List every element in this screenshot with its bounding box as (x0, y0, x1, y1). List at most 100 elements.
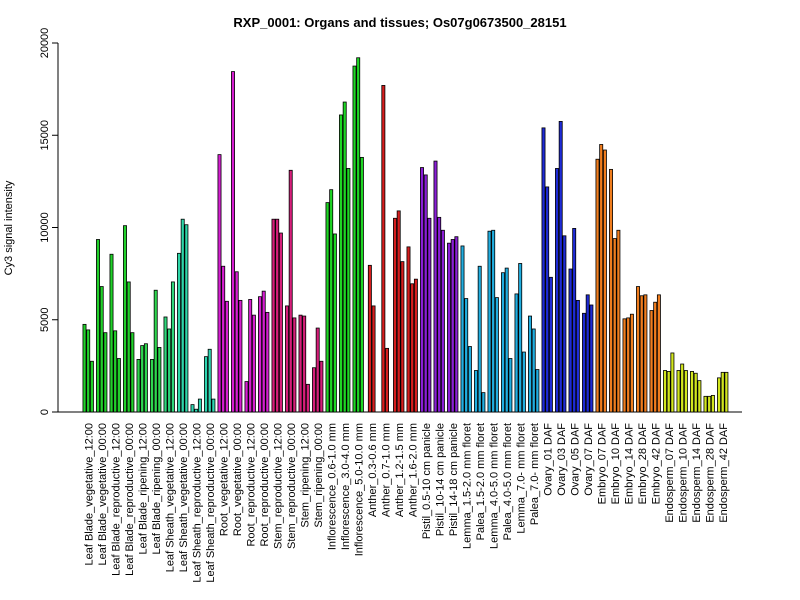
bar (140, 345, 145, 413)
bar (464, 298, 469, 413)
bar (656, 294, 661, 413)
bar (82, 323, 87, 413)
bar (400, 261, 405, 413)
bar (680, 363, 685, 413)
bar (670, 352, 675, 413)
category-label: Anther_1.6-2.0 mm (408, 423, 420, 517)
bar (609, 168, 613, 413)
bar (302, 315, 307, 413)
bar (724, 371, 729, 413)
category-label: Embryo_07 DAF (597, 423, 609, 505)
chart-title: RXP_0001: Organs and tissues; Os07g06735… (233, 15, 566, 30)
category-label: Pistil_0.5-10 cm panicle (421, 423, 433, 539)
bar (278, 232, 283, 413)
category-label: Endosperm_10 DAF (678, 423, 690, 523)
bar (184, 224, 189, 413)
bar (710, 394, 715, 413)
bar (190, 404, 195, 413)
category-label: Stem_ripening_12:00 (300, 423, 312, 528)
category-label: Anther_0.7-1.0 mm (381, 423, 393, 517)
bar (393, 217, 397, 413)
category-label: Ovary_03 DAF (556, 423, 568, 496)
bar (130, 332, 135, 413)
bar (167, 328, 172, 413)
bar (697, 380, 702, 413)
bar (720, 371, 725, 413)
bar (163, 316, 168, 413)
bar (251, 314, 256, 413)
y-tick-label: 5000 (39, 308, 51, 332)
bar (99, 286, 104, 413)
bar (548, 276, 553, 413)
bar (312, 367, 316, 413)
bar (359, 156, 364, 413)
bar (703, 395, 708, 413)
bar (325, 202, 330, 413)
category-label: Leaf Blade_reproductive_00:00 (124, 423, 136, 576)
bar (481, 392, 486, 413)
y-tick-label: 0 (39, 409, 51, 415)
bar (385, 347, 389, 413)
category-label: Ovary_01 DAF (543, 423, 555, 496)
bar (367, 264, 372, 413)
bar (86, 329, 91, 413)
category-label: Lemma_1.5-2.0 mm floret (462, 423, 474, 549)
bar (636, 286, 640, 413)
bar (197, 398, 202, 413)
bar (602, 149, 607, 413)
category-label: Leaf Sheath_vegetative_12:00 (165, 423, 177, 572)
bar (450, 239, 455, 413)
bar (342, 101, 347, 413)
bar (177, 252, 181, 413)
category-label: Lemma_7.0- mm floret (516, 423, 528, 534)
bar (433, 160, 438, 413)
category-label: Palea_7.0- mm floret (529, 423, 541, 525)
bars (82, 57, 729, 413)
category-label: Anther_1.2-1.5 mm (394, 423, 406, 517)
bar (616, 229, 621, 413)
bar (204, 356, 208, 413)
bar (585, 294, 590, 413)
bar (494, 297, 499, 413)
bar (649, 310, 654, 413)
category-label: Leaf Blade_reproductive_12:00 (111, 423, 123, 576)
bar (217, 154, 222, 413)
bar (261, 290, 266, 413)
bar (626, 317, 631, 413)
bar (136, 359, 141, 413)
category-label: Endosperm_07 DAF (664, 423, 676, 523)
bar (170, 281, 175, 413)
bar (153, 289, 158, 413)
category-label: Inflorescence_3.0-4.0 mm (340, 423, 352, 550)
bar (271, 218, 276, 413)
bar (238, 299, 243, 413)
category-label: Anther_0.3-0.6 mm (367, 423, 379, 517)
bar (454, 236, 459, 413)
bar (491, 229, 496, 413)
category-label: Ovary_05 DAF (570, 423, 582, 496)
bar (437, 216, 442, 413)
bar (440, 229, 445, 413)
bar (406, 246, 411, 413)
bar (460, 245, 465, 413)
bar (244, 381, 249, 413)
category-label: Root_reproductive_12:00 (246, 423, 258, 547)
bar (629, 313, 634, 413)
bar (258, 296, 262, 413)
category-label: Inflorescence_0.6-1.0 mm (327, 423, 339, 550)
category-label: Leaf Sheath_reproductive_00:00 (205, 423, 217, 583)
bar (575, 299, 580, 413)
bar (305, 383, 310, 413)
bar (413, 278, 418, 413)
bar (396, 210, 401, 413)
bar (595, 158, 600, 413)
bar (487, 230, 492, 413)
category-label: Pistil_14-18 cm panicle (448, 423, 460, 536)
category-label: Root_reproductive_00:00 (259, 423, 271, 547)
bar (371, 305, 376, 413)
bar (663, 370, 667, 413)
category-label: Leaf Blade_ripening_00:00 (151, 423, 163, 555)
category-label: Ovary_07 DAF (583, 423, 595, 496)
bar (275, 218, 280, 413)
